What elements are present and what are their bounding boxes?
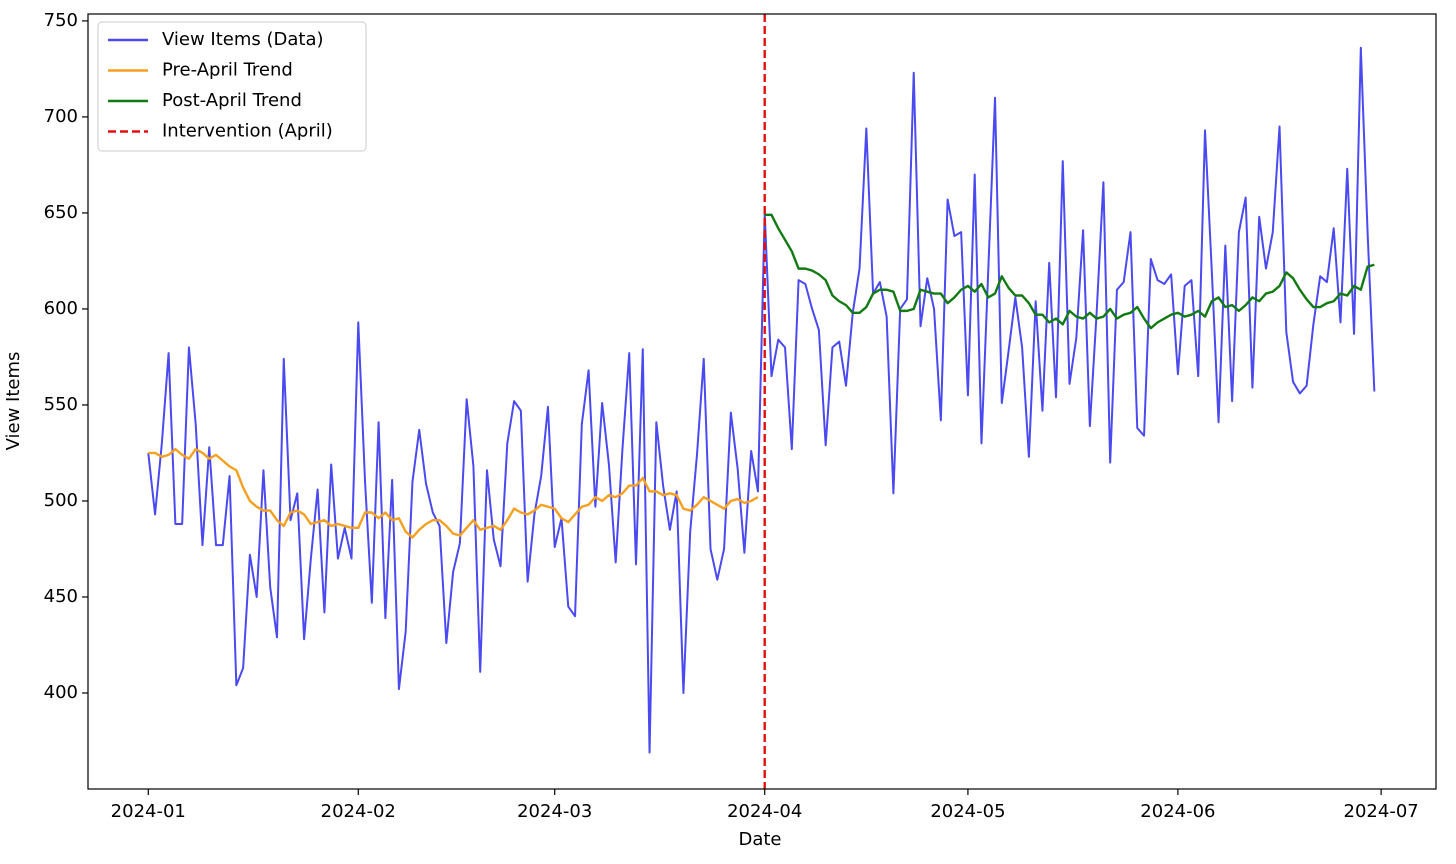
y-tick-label: 650	[44, 202, 78, 223]
legend-box	[97, 21, 367, 152]
x-tick-label: 2024-04	[727, 801, 802, 822]
x-tick-label: 2024-02	[321, 801, 396, 822]
y-tick-label: 500	[44, 490, 78, 511]
x-tick-label: 2024-06	[1140, 801, 1215, 822]
legend-label: View Items (Data)	[162, 29, 324, 50]
legend-label: Post-April Trend	[162, 90, 302, 111]
legend-label: Pre-April Trend	[162, 60, 293, 81]
y-tick-label: 700	[44, 106, 78, 127]
y-tick-label: 600	[44, 298, 78, 319]
data-line	[764, 213, 1375, 330]
y-tick-label: 550	[44, 394, 78, 415]
x-tick-label: 2024-05	[930, 801, 1005, 822]
data-line	[148, 447, 759, 539]
x-tick-label: 2024-07	[1344, 801, 1419, 822]
data-line	[147, 46, 1376, 754]
y-tick-label: 750	[44, 10, 78, 31]
x-axis-label: Date	[738, 829, 781, 850]
x-tick-label: 2024-03	[517, 801, 592, 822]
plot-frame	[87, 13, 1437, 790]
y-tick-label: 400	[44, 682, 78, 703]
y-tick-label: 450	[44, 586, 78, 607]
legend-label: Intervention (April)	[162, 121, 333, 142]
y-axis-label: View Items	[3, 352, 24, 451]
x-tick-label: 2024-01	[111, 801, 186, 822]
